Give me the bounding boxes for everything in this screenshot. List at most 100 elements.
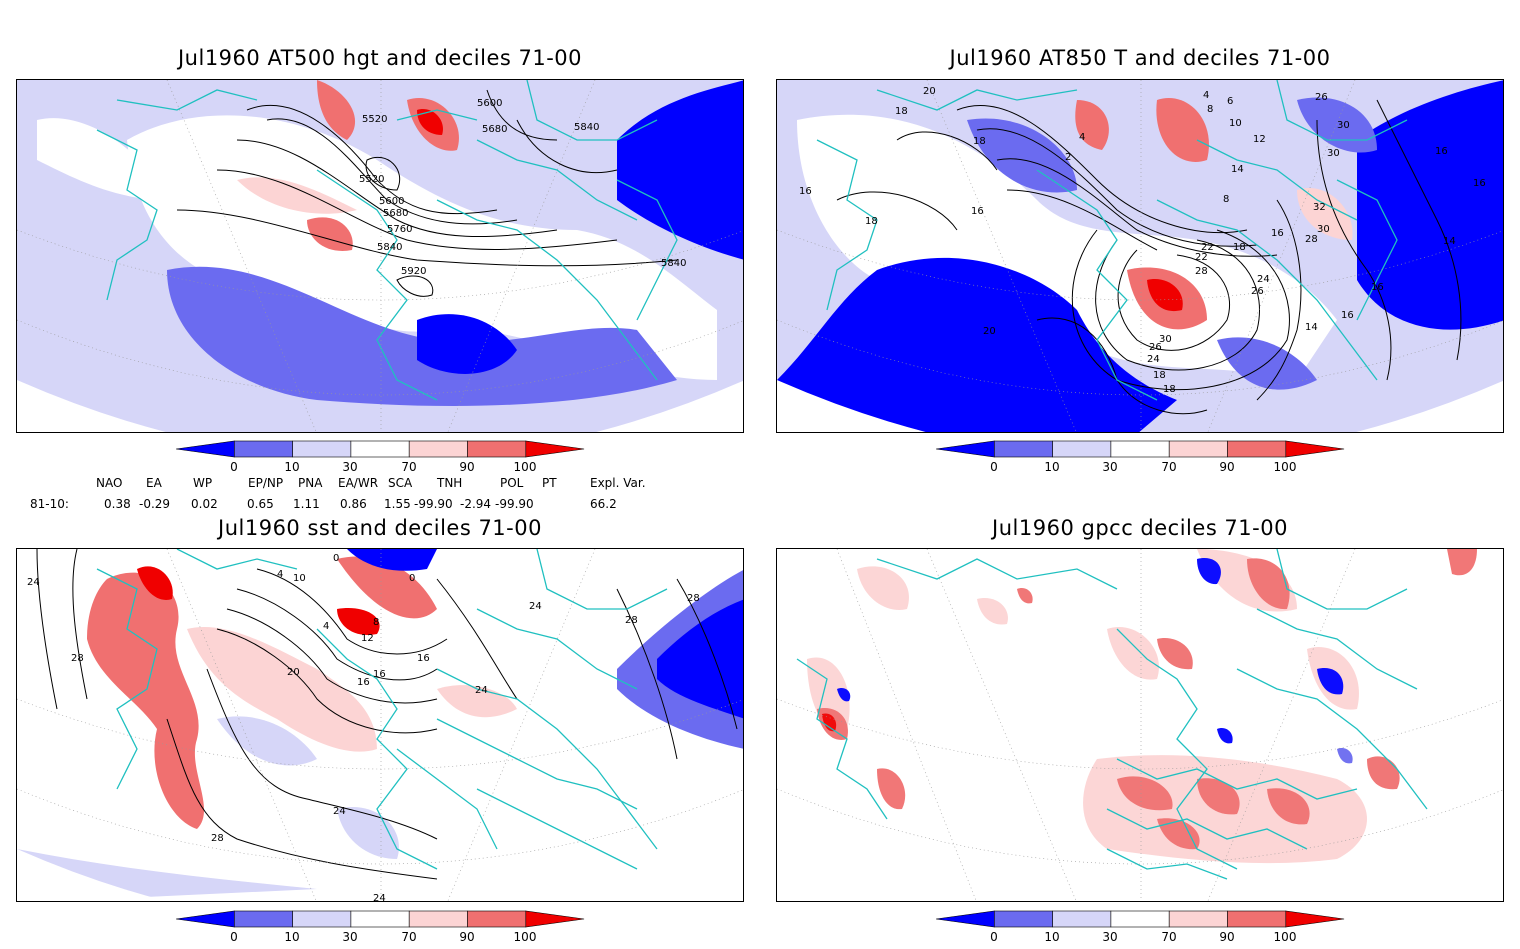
contour-label: 5840 bbox=[377, 242, 402, 253]
index-header: PNA bbox=[298, 476, 323, 490]
contour-label: 5920 bbox=[401, 266, 426, 277]
contour-label: 24 bbox=[27, 577, 40, 588]
map-t850: 20 18 18 16 18 16 4 2 4 8 10 12 14 6 8 2… bbox=[776, 79, 1504, 433]
colorbar-tick: 100 bbox=[513, 460, 537, 474]
contour-label: 16 bbox=[1473, 178, 1486, 189]
contour-label: 30 bbox=[1317, 224, 1330, 235]
colorbar-swatch bbox=[176, 910, 235, 928]
contour-label: 18 bbox=[1153, 370, 1166, 381]
contour-label: 30 bbox=[1159, 334, 1172, 345]
colorbar-swatches bbox=[936, 910, 1345, 928]
colorbar-swatch bbox=[936, 910, 995, 928]
contour-label: 28 bbox=[71, 653, 84, 664]
index-value: 0.65 bbox=[247, 497, 274, 511]
contour-label: 14 bbox=[1305, 322, 1318, 333]
colorbar-swatch bbox=[233, 910, 293, 928]
colorbar-swatch bbox=[993, 440, 1053, 458]
contour-label: 6 bbox=[1227, 96, 1233, 107]
colorbar-swatch bbox=[1285, 440, 1345, 458]
colorbar-tick: 70 bbox=[1161, 460, 1177, 474]
contour-label: 24 bbox=[1147, 354, 1160, 365]
contour-label: 8 bbox=[1223, 194, 1229, 205]
contour-label: 16 bbox=[799, 186, 812, 197]
colorbar-tick: 30 bbox=[342, 460, 358, 474]
panel-title-hgt500: Jul1960 AT500 hgt and deciles 71-00 bbox=[177, 46, 583, 70]
contour-label: 16 bbox=[1435, 146, 1448, 157]
colorbar-tick: 70 bbox=[401, 930, 417, 944]
contour-label: 14 bbox=[1443, 236, 1456, 247]
colorbar-swatch bbox=[350, 440, 410, 458]
colorbar-swatches bbox=[176, 440, 585, 458]
colorbar-swatch bbox=[1168, 440, 1228, 458]
colorbar-swatch bbox=[1227, 910, 1287, 928]
contour-label: 4 bbox=[323, 621, 329, 632]
contour-label: 28 bbox=[1305, 234, 1318, 245]
contour-label: 8 bbox=[1207, 104, 1213, 115]
colorbar-swatches bbox=[176, 910, 585, 928]
colorbar-tick: 10 bbox=[1044, 930, 1060, 944]
colorbar-swatch bbox=[993, 910, 1053, 928]
contour-label: 26 bbox=[1251, 286, 1264, 297]
index-value: -99.90 bbox=[414, 497, 453, 511]
index-header: EA/WR bbox=[338, 476, 379, 490]
contour-label: 5520 bbox=[362, 114, 387, 125]
contour-label: 22 bbox=[1201, 242, 1214, 253]
colorbar-swatch bbox=[467, 440, 527, 458]
index-row-label: 81-10: bbox=[30, 497, 69, 511]
map-gpcc bbox=[776, 548, 1504, 902]
contour-label: 26 bbox=[1315, 92, 1328, 103]
colorbar-hgt500: 0 10 30 70 90 100 bbox=[176, 439, 586, 479]
contour-label: 24 bbox=[333, 806, 346, 817]
map-hgt500: 5520 5600 5680 5840 5520 5600 5680 5760 … bbox=[16, 79, 744, 433]
contour-label: 5520 bbox=[359, 174, 384, 185]
colorbar-tick: 70 bbox=[401, 460, 417, 474]
index-value: -99.90 bbox=[495, 497, 534, 511]
colorbar-swatch bbox=[1110, 910, 1170, 928]
colorbar-tick: 30 bbox=[1102, 460, 1118, 474]
index-value: 66.2 bbox=[590, 497, 617, 511]
index-value: 1.11 bbox=[293, 497, 320, 511]
colorbar-tick: 0 bbox=[230, 460, 238, 474]
colorbar-swatches bbox=[936, 440, 1345, 458]
index-header: EA bbox=[146, 476, 162, 490]
colorbar-sst: 0 10 30 70 90 100 bbox=[176, 909, 586, 949]
index-value: 0.38 bbox=[104, 497, 131, 511]
index-value: 1.55 bbox=[384, 497, 411, 511]
contour-label: 4 bbox=[277, 569, 283, 580]
colorbar-tick: 10 bbox=[1044, 460, 1060, 474]
contour-label: 24 bbox=[529, 601, 542, 612]
colorbar-t850: 0 10 30 70 90 100 bbox=[936, 439, 1346, 479]
colorbar-tick: 100 bbox=[513, 930, 537, 944]
colorbar-swatch bbox=[292, 440, 352, 458]
contour-label: 5840 bbox=[574, 122, 599, 133]
index-header: Expl. Var. bbox=[590, 476, 646, 490]
contour-label: 5600 bbox=[379, 196, 404, 207]
contour-labels-sst: 24 28 0 4 10 0 4 8 12 16 16 20 16 24 24 … bbox=[27, 553, 700, 902]
contour-label: 28 bbox=[1195, 266, 1208, 277]
contour-label: 16 bbox=[1341, 310, 1354, 321]
contour-label: 18 bbox=[1233, 242, 1246, 253]
contour-label: 4 bbox=[1079, 132, 1085, 143]
colorbar-tick: 30 bbox=[342, 930, 358, 944]
colorbar-swatch bbox=[1052, 440, 1112, 458]
colorbar-tick: 30 bbox=[1102, 930, 1118, 944]
panel-title-t850: Jul1960 AT850 T and deciles 71-00 bbox=[949, 46, 1331, 70]
index-header: PT bbox=[542, 476, 557, 490]
contour-label: 20 bbox=[287, 667, 300, 678]
contour-label: 16 bbox=[971, 206, 984, 217]
contour-label: 10 bbox=[1229, 118, 1242, 129]
contour-label: 5760 bbox=[387, 224, 412, 235]
colorbar-swatch bbox=[292, 910, 352, 928]
colorbar-swatch bbox=[408, 910, 468, 928]
contour-label: 16 bbox=[373, 669, 386, 680]
colorbar-tick: 90 bbox=[1219, 460, 1235, 474]
contour-label: 18 bbox=[865, 216, 878, 227]
contour-label: 16 bbox=[357, 677, 370, 688]
contour-label: 2 bbox=[1065, 152, 1071, 163]
colorbar-tick: 10 bbox=[284, 930, 300, 944]
colorbar-tick: 90 bbox=[459, 930, 475, 944]
colorbar-tick: 90 bbox=[459, 460, 475, 474]
index-value: -0.29 bbox=[139, 497, 171, 511]
contour-label: 24 bbox=[373, 893, 386, 902]
colorbar-swatch bbox=[1052, 910, 1112, 928]
